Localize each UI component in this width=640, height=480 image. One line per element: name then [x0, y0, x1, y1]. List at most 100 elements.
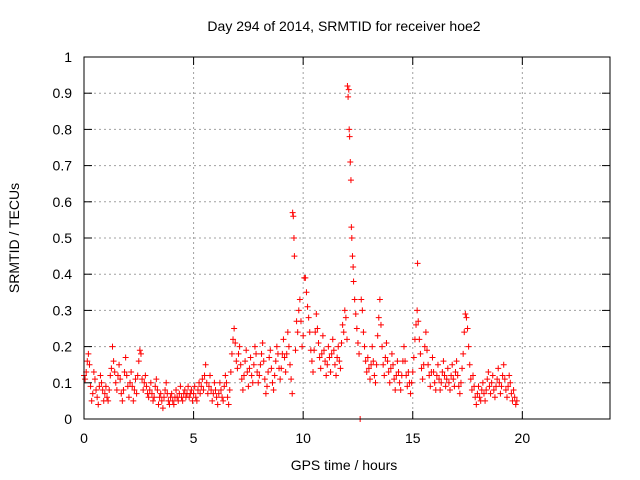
data-point — [246, 365, 253, 372]
data-point — [273, 343, 280, 350]
data-point — [367, 376, 374, 383]
data-point — [363, 368, 370, 375]
data-point — [256, 372, 263, 379]
data-point — [315, 339, 322, 346]
data-point — [295, 307, 302, 314]
data-point — [381, 372, 388, 379]
data-point — [199, 376, 206, 383]
data-point — [447, 387, 454, 394]
data-point — [491, 394, 498, 401]
data-point — [501, 376, 508, 383]
data-point — [93, 387, 100, 394]
data-point — [336, 358, 343, 365]
data-point — [386, 379, 393, 386]
data-point — [89, 390, 96, 397]
data-point — [419, 376, 426, 383]
x-tick-label: 5 — [190, 430, 198, 446]
data-point — [215, 390, 222, 397]
y-tick-label: 1 — [64, 49, 72, 65]
data-point — [181, 387, 188, 394]
data-point — [160, 394, 167, 401]
data-point — [220, 397, 227, 404]
data-point — [250, 361, 257, 368]
data-point — [385, 368, 392, 375]
data-point — [209, 397, 216, 404]
data-point — [485, 368, 492, 375]
data-point — [278, 365, 285, 372]
data-point — [191, 383, 198, 390]
data-point — [128, 368, 135, 375]
x-axis-ticks: 0 5 10 15 20 — [80, 57, 530, 446]
data-point — [416, 336, 423, 343]
data-point — [375, 314, 382, 321]
data-point — [404, 383, 411, 390]
data-point — [243, 347, 250, 354]
data-point — [150, 397, 157, 404]
data-point — [190, 390, 197, 397]
data-point — [267, 347, 274, 354]
data-point — [344, 82, 351, 89]
data-point — [296, 296, 303, 303]
data-point — [393, 372, 400, 379]
data-point — [382, 354, 389, 361]
data-point — [414, 260, 421, 267]
data-point — [329, 336, 336, 343]
data-point — [359, 307, 366, 314]
data-point — [112, 379, 119, 386]
data-point — [422, 329, 429, 336]
data-point — [379, 343, 386, 350]
data-point — [322, 358, 329, 365]
data-point — [383, 339, 390, 346]
data-point — [339, 321, 346, 328]
x-tick-label: 10 — [295, 430, 311, 446]
data-point — [350, 278, 357, 285]
data-point — [94, 394, 101, 401]
data-point — [470, 372, 477, 379]
data-point — [402, 358, 409, 365]
data-point — [311, 347, 318, 354]
data-point — [341, 307, 348, 314]
data-point — [118, 390, 125, 397]
data-point — [268, 365, 275, 372]
data-point — [445, 379, 452, 386]
data-point — [192, 394, 199, 401]
data-point — [305, 314, 312, 321]
data-point — [414, 307, 421, 314]
data-point — [196, 379, 203, 386]
data-point — [297, 318, 304, 325]
data-point — [479, 379, 486, 386]
data-point — [231, 325, 238, 332]
data-point — [347, 158, 354, 165]
data-point — [280, 336, 287, 343]
x-tick-label: 15 — [405, 430, 421, 446]
data-point — [376, 296, 383, 303]
data-point — [168, 390, 175, 397]
data-point — [384, 358, 391, 365]
data-point — [480, 390, 487, 397]
data-point — [358, 296, 365, 303]
data-point — [201, 372, 208, 379]
data-point — [340, 329, 347, 336]
y-tick-label: 0.1 — [53, 375, 73, 391]
data-point — [495, 365, 502, 372]
data-point — [225, 401, 232, 408]
data-point — [441, 372, 448, 379]
data-point — [202, 361, 209, 368]
data-point — [429, 354, 436, 361]
data-point — [348, 224, 355, 231]
data-point — [505, 383, 512, 390]
data-point — [506, 372, 513, 379]
data-point — [318, 350, 325, 357]
data-point — [185, 383, 192, 390]
data-point — [463, 314, 470, 321]
data-point — [433, 372, 440, 379]
data-point — [110, 358, 117, 365]
data-point — [205, 383, 212, 390]
data-point — [129, 383, 136, 390]
data-point — [104, 394, 111, 401]
data-point — [407, 390, 414, 397]
data-point — [121, 368, 128, 375]
data-point — [351, 296, 358, 303]
y-tick-label: 0.2 — [53, 339, 73, 355]
data-point — [423, 347, 430, 354]
